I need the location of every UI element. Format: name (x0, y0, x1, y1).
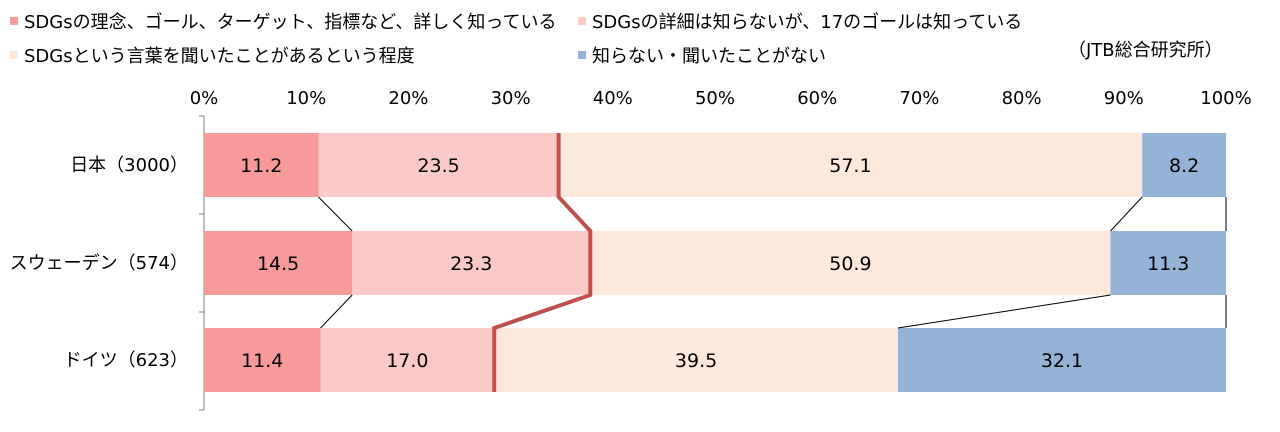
series-connector-line (320, 294, 353, 329)
category-label: 日本（3000） (70, 155, 188, 176)
x-tick-label: 80% (1002, 88, 1042, 109)
x-tick-label: 0% (190, 88, 219, 109)
legend-label: SDGsの理念、ゴール、ターゲット、指標など、詳しく知っている (24, 12, 557, 33)
x-tick-label: 90% (1104, 88, 1144, 109)
data-label: 17.0 (386, 350, 428, 372)
legend-swatch (578, 51, 586, 59)
legend-label: SDGsという言葉を聞いたことがあるという程度 (24, 46, 415, 67)
x-tick-label: 10% (286, 88, 326, 109)
series-connector-line (1110, 196, 1143, 232)
legend-item: SDGsの理念、ゴール、ターゲット、指標など、詳しく知っている (10, 8, 556, 34)
x-tick-label: 70% (899, 88, 939, 109)
data-label: 14.5 (257, 253, 299, 275)
category-label: ドイツ（623） (64, 350, 188, 371)
data-label: 11.3 (1147, 253, 1189, 275)
data-label: 39.5 (675, 350, 717, 372)
legend-item: SDGsという言葉を聞いたことがあるという程度 (10, 42, 415, 68)
data-label: 23.3 (450, 253, 492, 275)
data-label: 57.1 (829, 155, 871, 177)
x-tick-label: 50% (695, 88, 735, 109)
bar-segment (558, 133, 1143, 197)
legend-label: SDGsの詳細は知らないが、17のゴールは知っている (592, 12, 1023, 33)
bar-segment (204, 328, 321, 392)
bar-segment (897, 328, 1226, 392)
series-connector-line (897, 294, 1111, 329)
legend-label: 知らない・聞いたことがない (592, 46, 826, 67)
legend-swatch (10, 17, 18, 25)
x-tick-label: 100% (1200, 88, 1251, 109)
bar-segment (590, 231, 1111, 295)
bar-segment (352, 231, 591, 295)
x-tick-label: 20% (388, 88, 428, 109)
legend-swatch (578, 17, 586, 25)
bar-segment (204, 231, 353, 295)
category-label: スウェーデン（574） (10, 253, 188, 274)
data-label: 50.9 (829, 253, 871, 275)
data-label: 8.2 (1169, 155, 1199, 177)
data-label: 23.5 (417, 155, 459, 177)
data-label: 11.4 (241, 350, 283, 372)
legend-item: 知らない・聞いたことがない (578, 42, 826, 68)
x-tick-label: 40% (593, 88, 633, 109)
x-tick-label: 30% (491, 88, 531, 109)
series-connector-line (318, 196, 353, 232)
bar-segment (318, 133, 559, 197)
bar-segment (1110, 231, 1226, 295)
bar-segment (494, 328, 898, 392)
legend-item: SDGsの詳細は知らないが、17のゴールは知っている (578, 8, 1022, 34)
source-note: （JTB総合研究所） (1068, 40, 1223, 61)
legend-swatch (10, 51, 18, 59)
awareness-connector-line (492, 133, 593, 392)
data-label: 11.2 (240, 155, 282, 177)
bar-segment (320, 328, 495, 392)
x-tick-label: 60% (797, 88, 837, 109)
bar-segment (1142, 133, 1226, 197)
bar-segment (204, 133, 319, 197)
data-label: 32.1 (1041, 350, 1083, 372)
